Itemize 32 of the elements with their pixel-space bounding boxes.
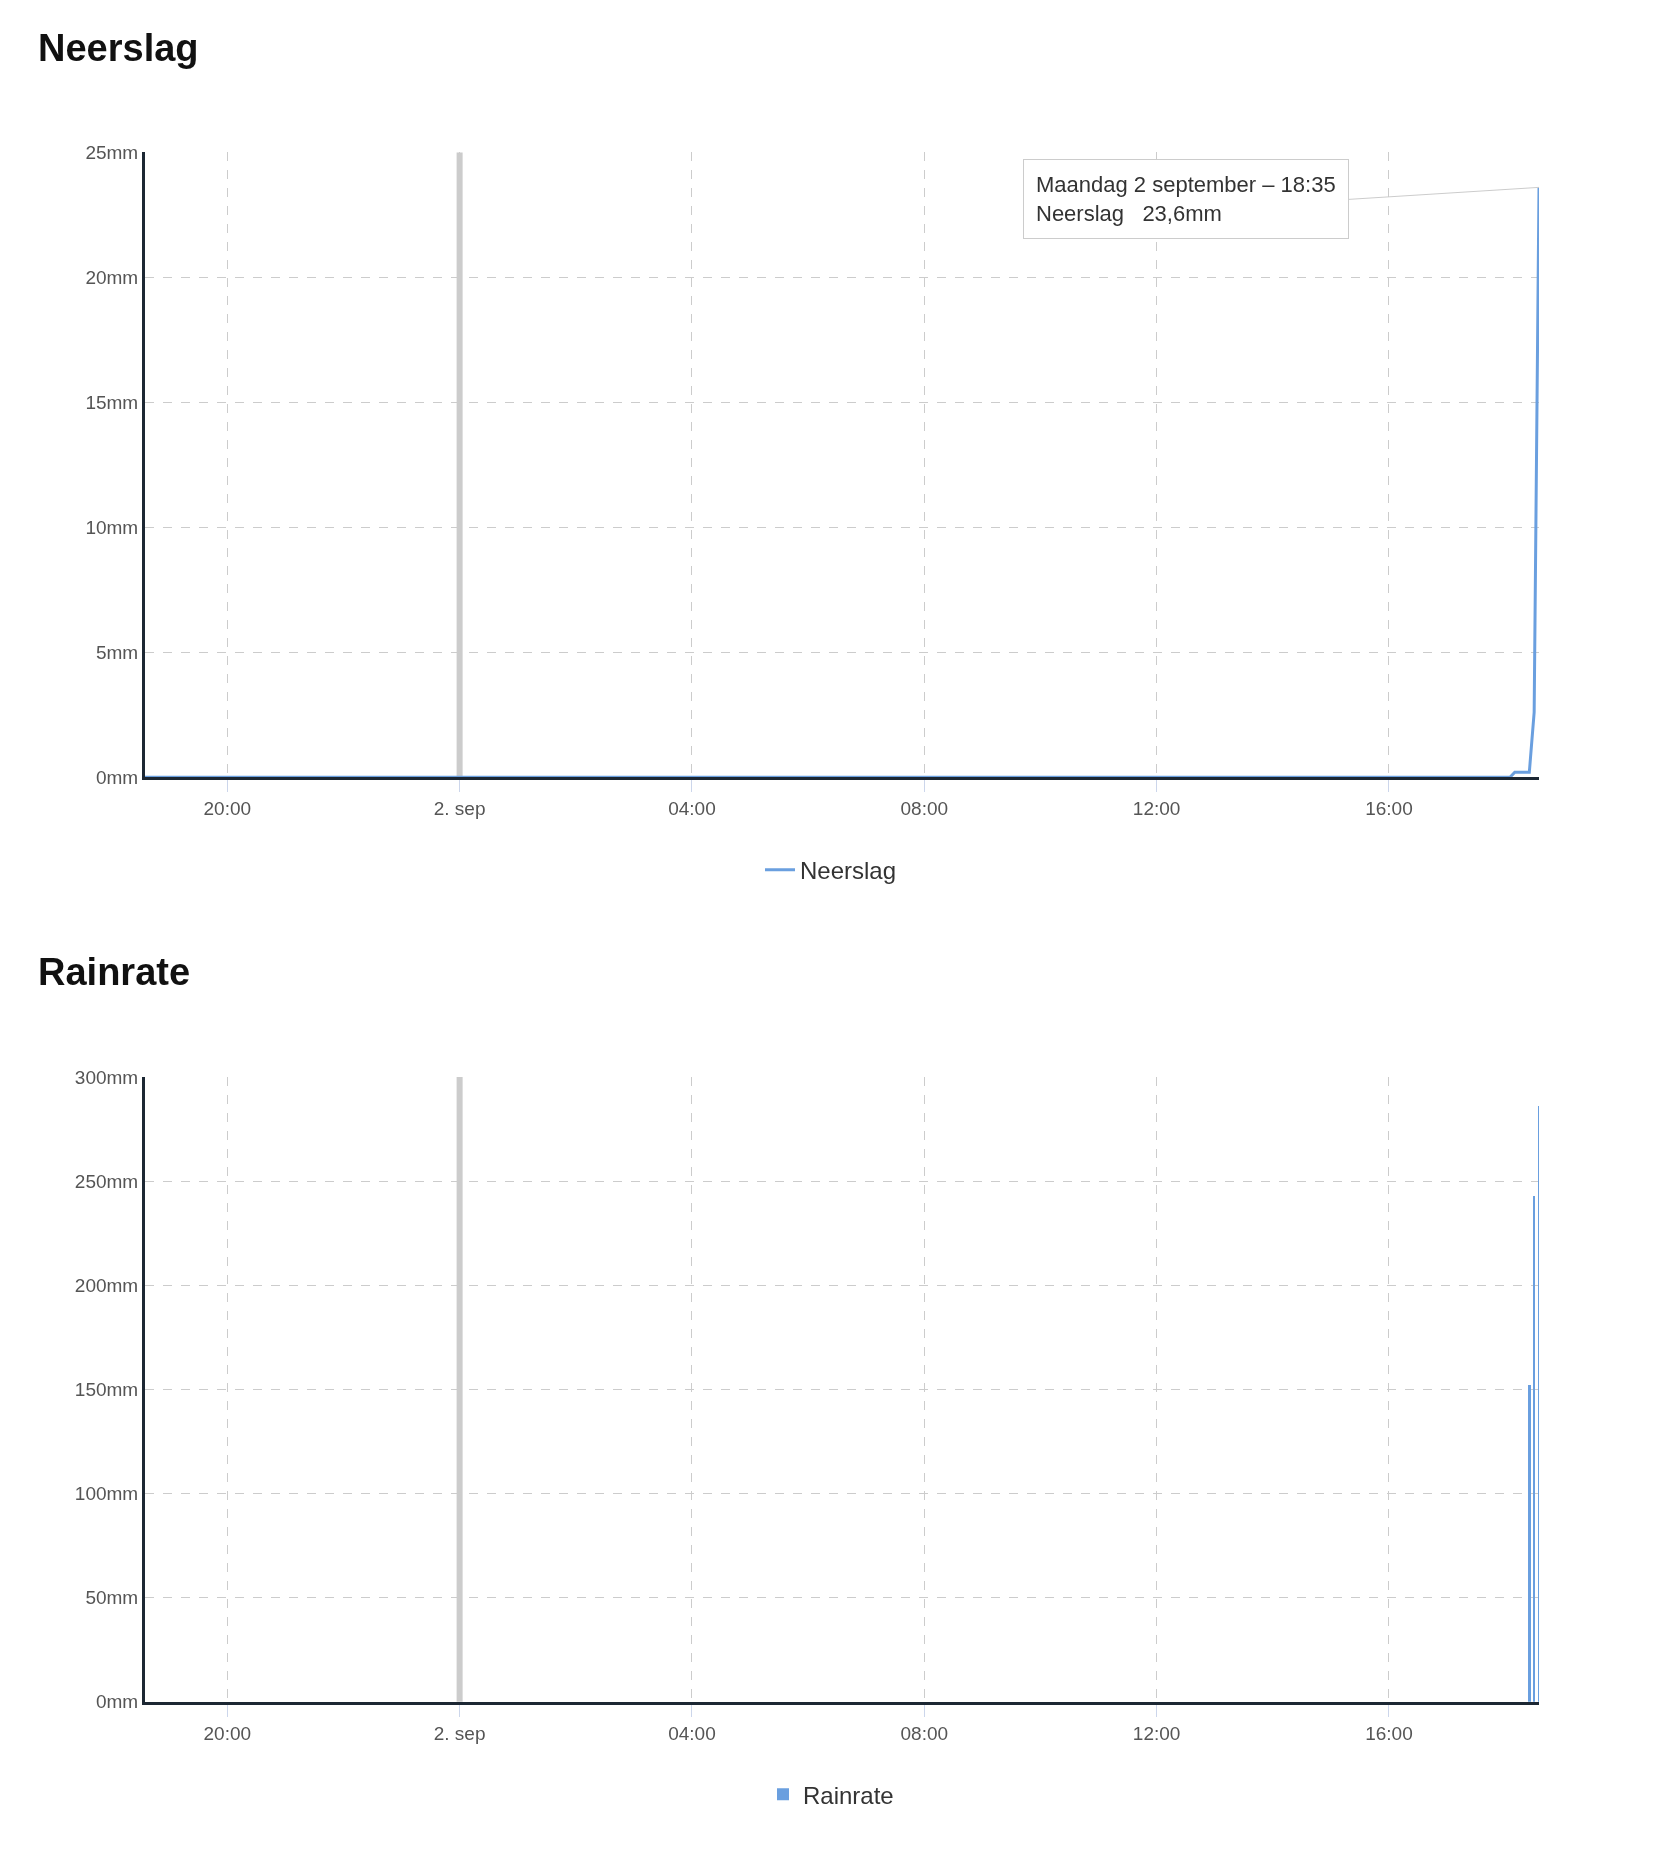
y-tick-label: 0mm	[95, 1691, 139, 1713]
legend-label: Neerslag	[800, 857, 897, 885]
y-tick-label: 0mm	[95, 766, 139, 788]
x-tick-label: 12:00	[1132, 798, 1181, 820]
y-tick-label: 25mm	[85, 142, 139, 164]
annotation: Maandag 2 september – 18:35 Neerslag 23,6mm	[1036, 172, 1336, 226]
bar	[1533, 1195, 1535, 1702]
y-tick-label: 300mm	[74, 1066, 139, 1088]
y-tick-label: 100mm	[74, 1483, 139, 1505]
x-tick-label: 2. sep	[433, 1722, 486, 1744]
x-tick-label: 16:00	[1365, 798, 1413, 820]
x-tick-label: 04:00	[668, 1722, 716, 1744]
x-tick-label: 16:00	[1365, 1722, 1413, 1744]
y-tick-label: 150mm	[74, 1378, 139, 1400]
y-tick-label: 5mm	[95, 641, 139, 663]
x-tick-label: 20:00	[203, 798, 252, 820]
bar	[1528, 1384, 1531, 1702]
y-tick-label: 50mm	[85, 1587, 139, 1609]
y-tick-label: 20mm	[85, 267, 139, 289]
y-tick-label: 15mm	[85, 391, 139, 413]
y-tick-label: 10mm	[85, 516, 139, 538]
x-tick-label: 08:00	[900, 1722, 949, 1744]
x-tick-label: 20:00	[203, 1722, 252, 1744]
x-tick-label: 2. sep	[433, 798, 486, 820]
y-tick-label: 250mm	[74, 1170, 139, 1192]
chart-title: Neerslag	[38, 27, 199, 69]
legend-label: Rainrate	[803, 1781, 894, 1809]
chart-title: Rainrate	[38, 951, 191, 993]
x-tick-label: 04:00	[668, 798, 716, 820]
x-tick-label: 08:00	[900, 798, 949, 820]
y-tick-label: 200mm	[74, 1274, 139, 1296]
x-tick-label: 12:00	[1132, 1722, 1181, 1744]
